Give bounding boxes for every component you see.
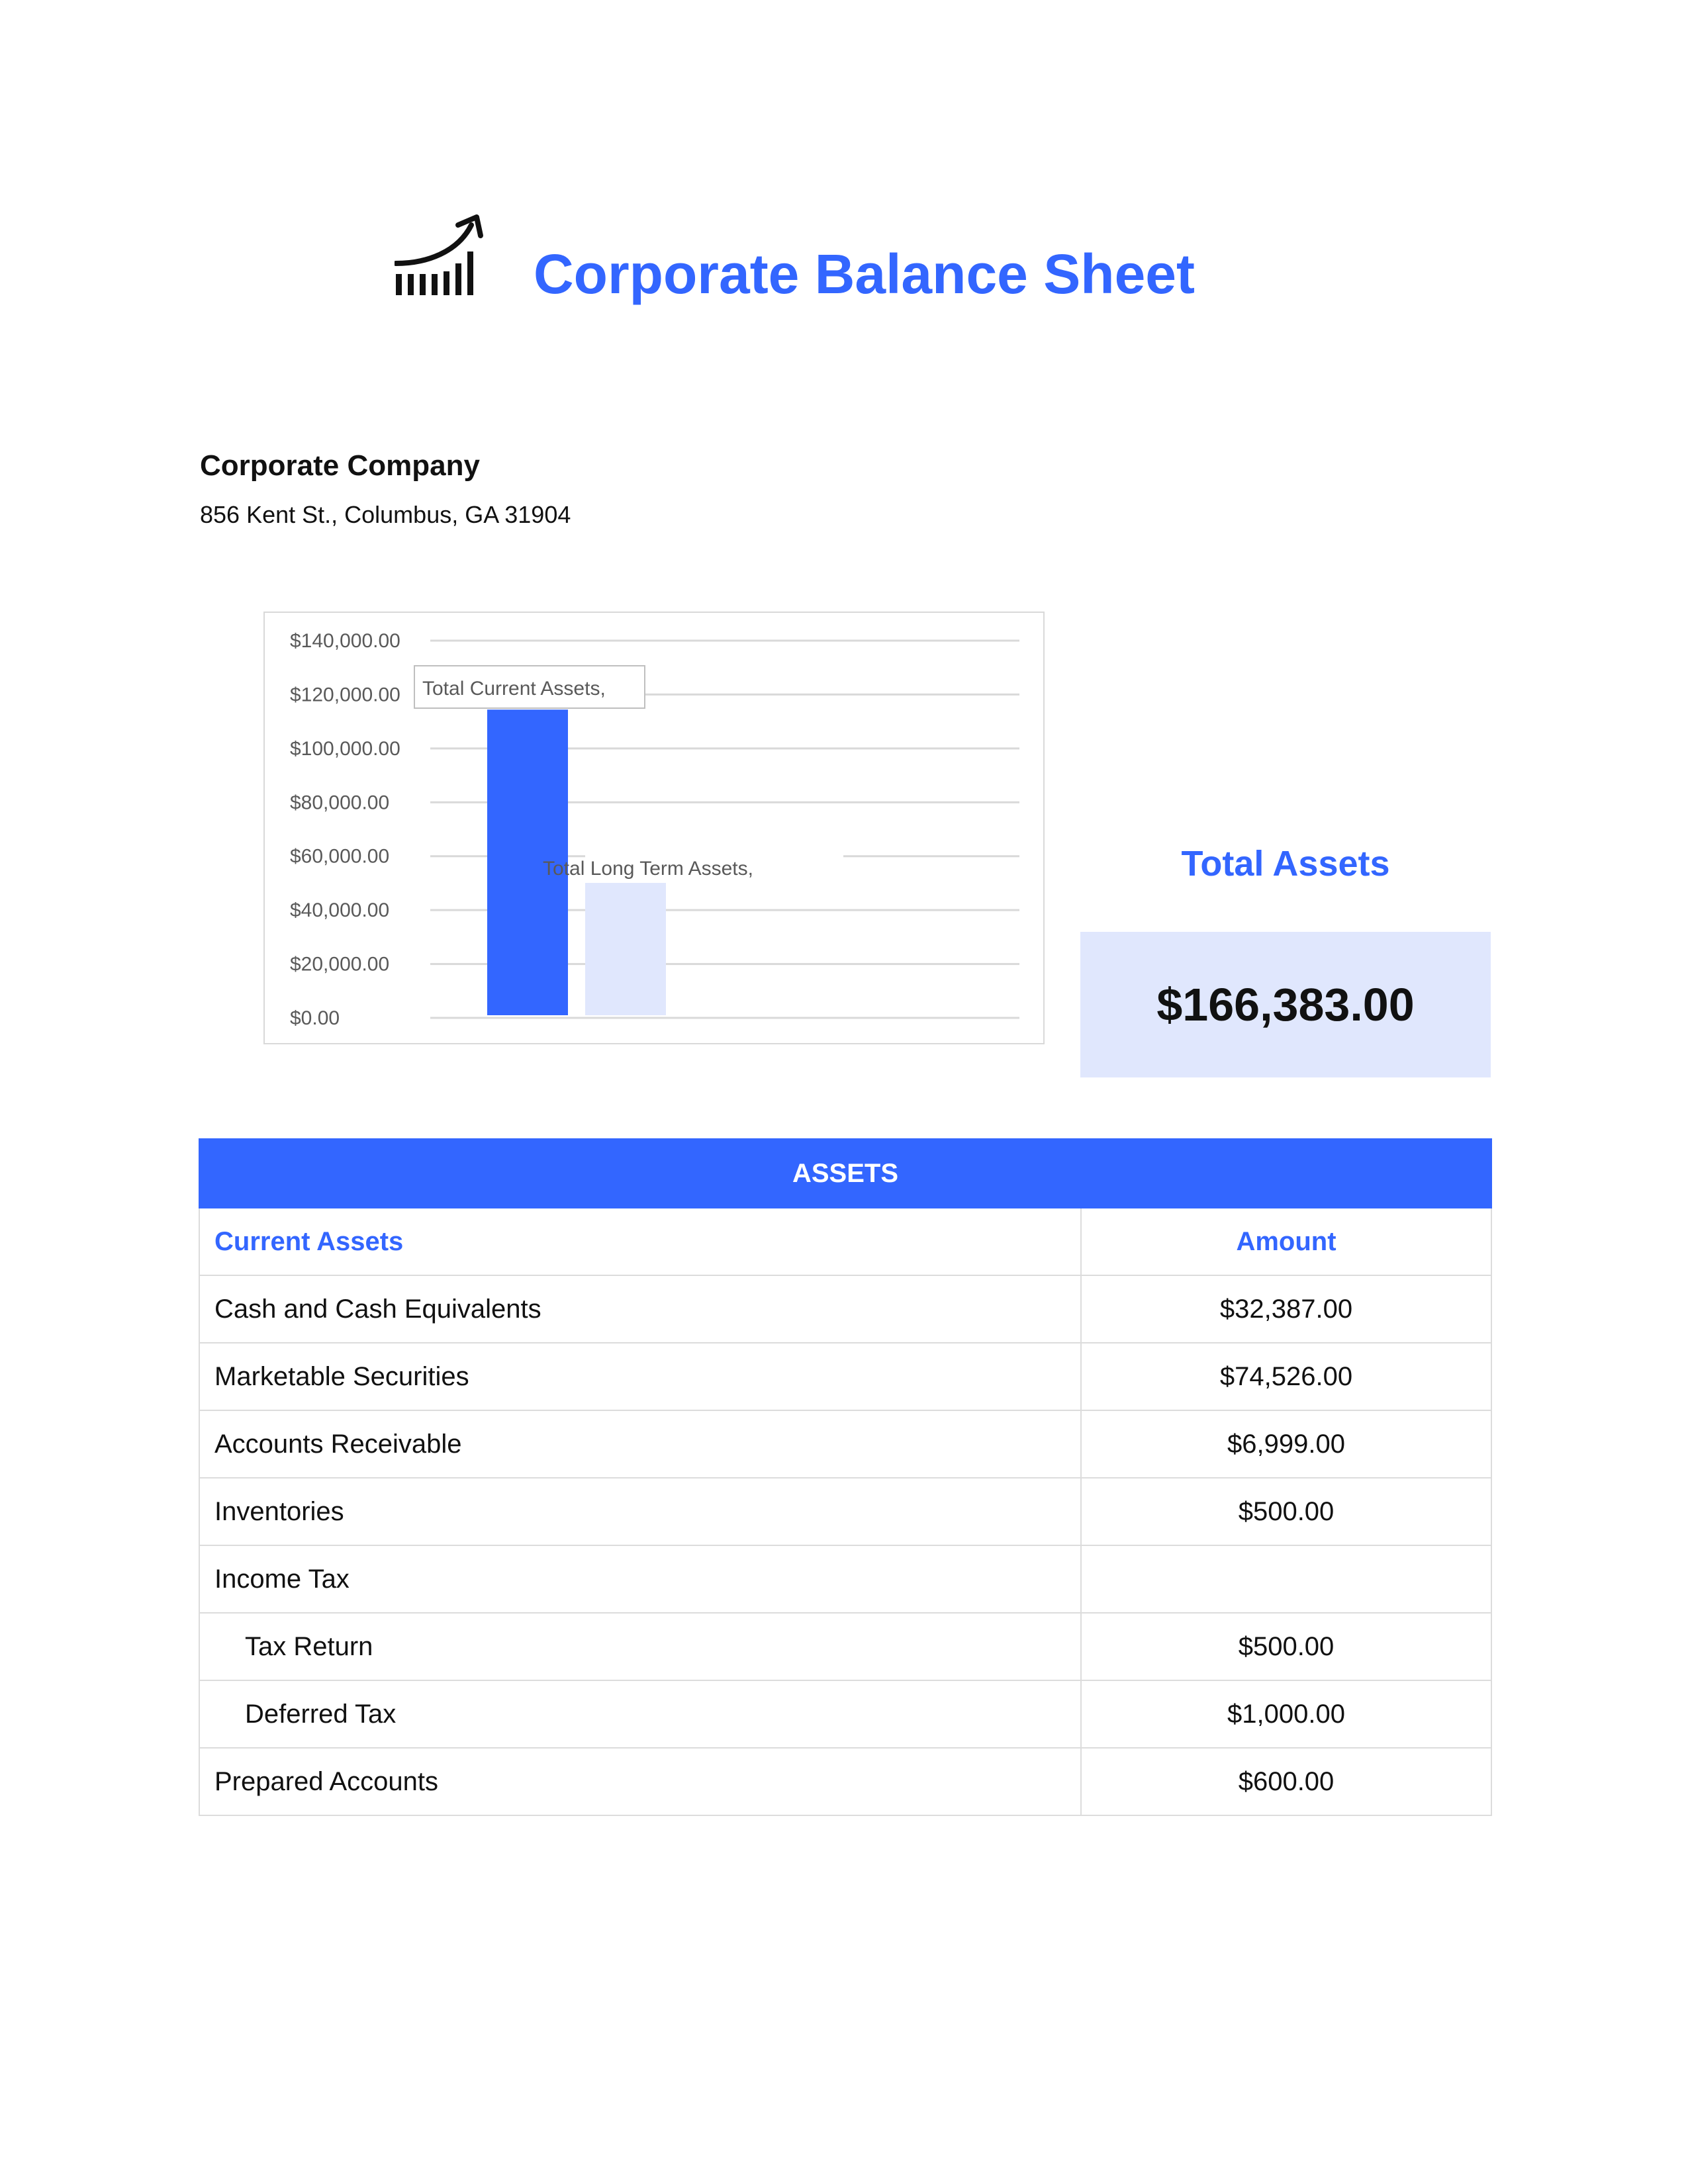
- y-tick-label: $120,000.00: [290, 684, 400, 705]
- assets-chart: $0.00 $20,000.00 $40,000.00 $60,000.00 $80,0…: [263, 612, 1045, 1044]
- chart-trend-up-icon: [395, 214, 483, 295]
- assets-table: ASSETS Current Assets Amount Cash and Ca…: [198, 1138, 1493, 1816]
- data-label-box: [414, 665, 645, 709]
- row-amount: $32,387.00: [1080, 1275, 1493, 1343]
- row-label: Income Tax: [199, 1545, 1082, 1614]
- assets-chart-svg: $0.00 $20,000.00 $40,000.00 $60,000.00 $80,0…: [290, 630, 1019, 1029]
- y-tick-label: $140,000.00: [290, 630, 400, 652]
- column-header-amount: Amount: [1080, 1207, 1493, 1276]
- row-amount: $600.00: [1080, 1747, 1493, 1816]
- row-amount: $1,000.00: [1080, 1680, 1493, 1749]
- bar: [585, 878, 666, 1015]
- row-amount: $500.00: [1080, 1477, 1493, 1546]
- data-label: Total Current Assets,: [422, 678, 606, 700]
- company-name: Corporate Company: [200, 449, 480, 482]
- assets-table-header-row: Current Assets Amount: [199, 1207, 1493, 1276]
- y-tick-label: $20,000.00: [290, 954, 389, 976]
- total-assets-label: Total Assets: [1181, 844, 1390, 884]
- row-label: Tax Return: [199, 1612, 1082, 1681]
- row-amount: [1080, 1545, 1493, 1614]
- total-assets-value: $166,383.00: [1156, 979, 1415, 1030]
- row-label: Inventories: [199, 1477, 1082, 1546]
- table-row: Income Tax: [199, 1545, 1493, 1614]
- table-row: Accounts Receivable $6,999.00: [199, 1410, 1493, 1479]
- y-tick-label: $0.00: [290, 1007, 340, 1029]
- column-header-current-assets: Current Assets: [199, 1207, 1082, 1276]
- table-row: Inventories $500.00: [199, 1477, 1493, 1546]
- row-label: Accounts Receivable: [199, 1410, 1082, 1479]
- data-label: Total Long Term Assets,: [543, 858, 753, 880]
- company-address: 856 Kent St., Columbus, GA 31904: [200, 501, 571, 528]
- bar: [487, 709, 568, 1015]
- row-label: Deferred Tax: [199, 1680, 1082, 1749]
- table-row: Tax Return $500.00: [199, 1612, 1493, 1681]
- table-row: Cash and Cash Equivalents $32,387.00: [199, 1275, 1493, 1343]
- data-label-bg: [585, 852, 843, 883]
- row-label: Marketable Securities: [199, 1342, 1082, 1411]
- y-tick-label: $100,000.00: [290, 738, 400, 760]
- page-title: Corporate Balance Sheet: [534, 243, 1195, 305]
- row-label: Prepared Accounts: [199, 1747, 1082, 1816]
- row-amount: $6,999.00: [1080, 1410, 1493, 1479]
- row-amount: $74,526.00: [1080, 1342, 1493, 1411]
- assets-table-title-row: ASSETS: [198, 1138, 1493, 1208]
- y-tick-label: $60,000.00: [290, 846, 389, 868]
- y-tick-label: $80,000.00: [290, 792, 389, 813]
- row-label: Cash and Cash Equivalents: [199, 1275, 1082, 1343]
- table-row: Deferred Tax $1,000.00: [199, 1680, 1493, 1749]
- row-amount: $500.00: [1080, 1612, 1493, 1681]
- total-assets-box: $166,383.00: [1080, 932, 1491, 1077]
- y-tick-label: $40,000.00: [290, 899, 389, 921]
- assets-table-title: ASSETS: [198, 1138, 1493, 1208]
- table-row: Prepared Accounts $600.00: [199, 1747, 1493, 1816]
- table-row: Marketable Securities $74,526.00: [199, 1342, 1493, 1411]
